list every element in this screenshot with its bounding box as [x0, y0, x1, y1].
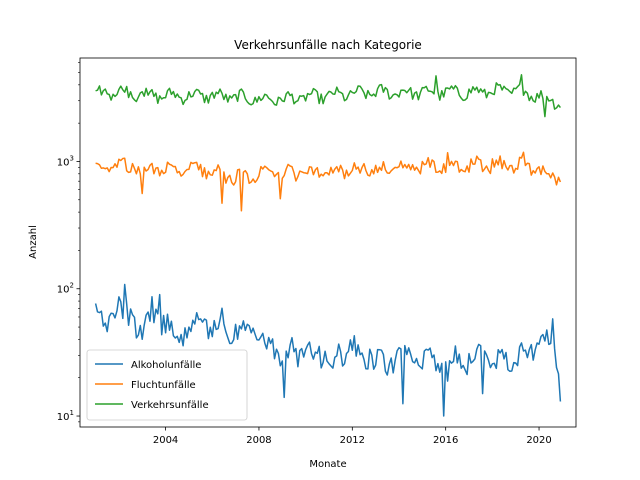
series-line-1	[95, 151, 562, 212]
y-axis-title: Anzahl	[28, 225, 39, 259]
x-tick-label-0: 2004	[153, 435, 178, 446]
legend-label-0: Alkoholunfälle	[131, 360, 201, 371]
legend-label-1: Fluchtunfälle	[131, 380, 196, 391]
legend-label-2: Verkehrsunfälle	[131, 400, 209, 411]
plot-frame	[79, 57, 577, 428]
legend: Alkoholunfälle Fluchtunfälle Verkehrsunfäl…	[86, 349, 248, 421]
x-tick-label-4: 2020	[526, 435, 551, 446]
legend-box	[86, 349, 248, 421]
x-tick-label-2: 2012	[340, 435, 365, 446]
series-line-2	[95, 74, 561, 118]
series-line-0	[94, 283, 562, 417]
series-layer	[94, 74, 562, 417]
y-tick-label-0: 101	[57, 409, 74, 423]
y-tick-label-1: 102	[57, 282, 74, 296]
y-tick-label-2: 103	[57, 154, 74, 168]
chart-title: Verkehrsunfälle nach Kategorie	[234, 38, 422, 52]
axes-layer: 2004 2008 2012 2016 2020 101 102 103	[57, 57, 577, 446]
x-axis-title: Monate	[309, 459, 346, 470]
x-tick-label-3: 2016	[433, 435, 458, 446]
x-tick-label-1: 2008	[246, 435, 271, 446]
